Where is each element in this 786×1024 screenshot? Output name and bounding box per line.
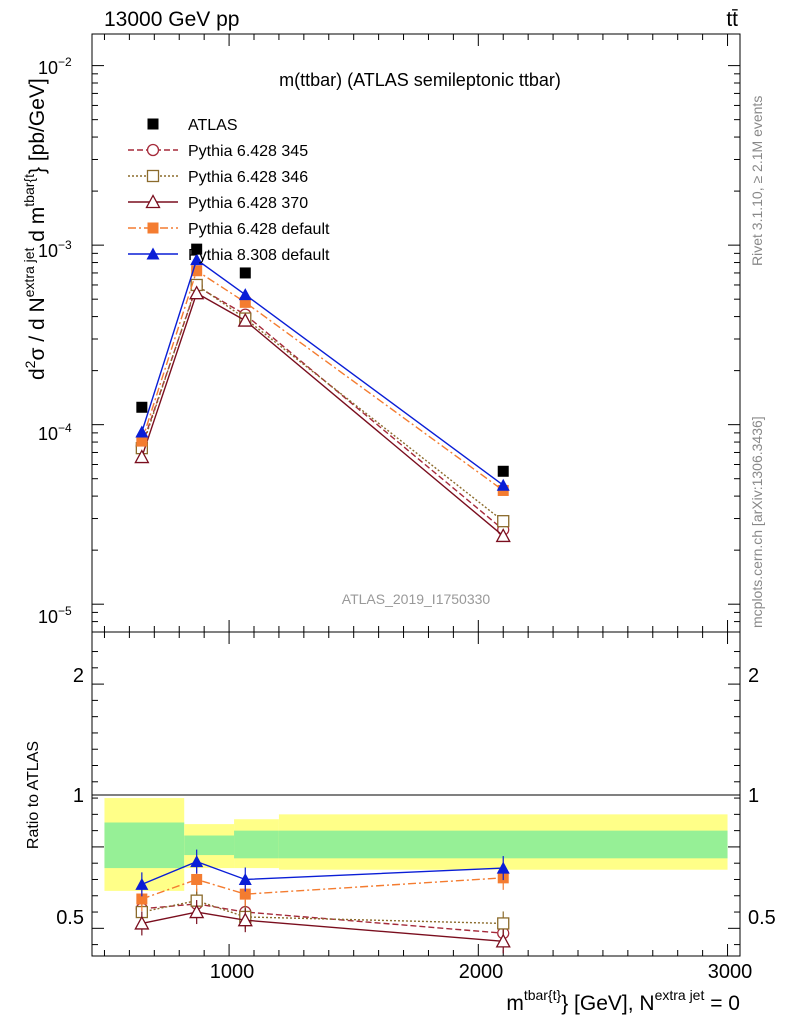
x-tick-1000: 1000	[210, 961, 255, 983]
x-tick-2000: 2000	[459, 961, 504, 983]
point-pythia-6-428-370-1	[189, 285, 205, 300]
legend-marker-pythia-6-428-default	[147, 222, 159, 234]
point-pythia-6-428-default-0	[136, 435, 148, 447]
ratio-point-pythia-6-428-370-1	[189, 904, 205, 919]
band-inner-1	[184, 835, 235, 856]
legend-label-pythia-6-428-345: Pythia 6.428 345	[188, 143, 308, 160]
ratio-line-pythia-6-428-default	[141, 877, 504, 900]
series-line-pythia-8-308-default	[141, 258, 504, 486]
legend-label-pythia-6-428-370: Pythia 6.428 370	[188, 195, 308, 212]
ratio-tick-0.5-right: 0.5	[748, 907, 776, 929]
legend-label-pythia-6-428-default: Pythia 6.428 default	[188, 221, 330, 238]
series-line-pythia-6-428-346	[141, 283, 504, 522]
ratio-line-pythia-6-428-346	[141, 899, 504, 925]
legend-label-pythia-6-428-346: Pythia 6.428 346	[188, 169, 308, 186]
y-tick-label-1e-5: 10−5	[38, 604, 72, 627]
ratio-plot-frame	[91, 631, 741, 957]
main-series-layer	[134, 243, 511, 543]
axis-ticks	[92, 34, 740, 956]
legend-marker-pythia-8-308-default	[146, 247, 160, 260]
watermark: ATLAS_2019_I1750330	[342, 591, 491, 607]
legend-marker-atlas	[147, 118, 159, 130]
ratio-series-layer	[134, 849, 511, 954]
ratio-tick-1-right: 1	[748, 785, 759, 807]
ratio-point-pythia-6-428-default-2	[239, 888, 251, 900]
point-pythia-8-308-default-3	[496, 478, 510, 491]
main-y-axis-label: d2σ / d Nextra jet d mtbar{t} [pb/GeV]	[21, 78, 49, 380]
point-pythia-6-428-346-3	[497, 515, 510, 528]
y-tick-label-1e-2: 10−2	[38, 55, 72, 78]
legend-marker-pythia-6-428-346	[146, 169, 160, 183]
series-line-pythia-6-428-370	[141, 292, 504, 537]
x-axis-label: mtbar{t}} [GeV], Nextra jet = 0	[506, 987, 740, 1015]
ratio-point-pythia-8-308-default-1	[190, 855, 204, 868]
x-tick-3000: 3000	[708, 961, 753, 983]
point-pythia-6-428-370-3	[495, 528, 511, 543]
ratio-point-pythia-8-308-default-3	[496, 861, 510, 874]
legend-label-atlas: ATLAS	[188, 117, 238, 134]
ratio-point-pythia-8-308-default-0	[135, 877, 149, 890]
rivet-label: Rivet 3.1.10, ≥ 2.1M events	[749, 96, 765, 266]
point-atlas-2	[239, 267, 251, 279]
ratio-tick-2-right: 2	[748, 665, 759, 687]
point-pythia-6-428-default-2	[239, 296, 251, 308]
point-atlas-1	[191, 243, 203, 255]
ratio-point-pythia-6-428-default-1	[191, 873, 203, 885]
point-pythia-6-428-370-2	[237, 312, 253, 327]
y-tick-label-1e-4: 10−4	[38, 421, 72, 444]
ratio-point-pythia-6-428-346-3	[497, 917, 510, 930]
process-label: tt̄	[726, 8, 738, 31]
main-y-tick-labels: 10−5 10−4 10−3 10−2	[38, 55, 72, 627]
x-tick-labels: 1000 2000 3000	[210, 961, 753, 983]
ratio-point-pythia-6-428-370-2	[237, 912, 253, 927]
point-atlas-0	[136, 401, 148, 413]
ratio-point-pythia-6-428-default-0	[136, 893, 148, 905]
point-pythia-6-428-default-1	[191, 265, 203, 277]
point-pythia-8-308-default-1	[190, 253, 204, 266]
legend-marker-pythia-6-428-345	[146, 143, 160, 157]
plot-title: m(ttbar) (ATLAS semileptonic ttbar)	[279, 70, 561, 90]
series-line-pythia-6-428-345	[141, 285, 504, 531]
ratio-tick-1-left: 1	[73, 785, 84, 807]
legend-marker-pythia-6-428-370	[145, 194, 161, 209]
mcplots-label: mcplots.cern.ch [arXiv:1306.3436]	[749, 416, 765, 628]
ratio-line-pythia-8-308-default	[141, 860, 504, 886]
band-inner-2	[234, 830, 279, 859]
ratio-point-pythia-6-428-370-3	[495, 933, 511, 948]
energy-label: 13000 GeV pp	[104, 8, 239, 31]
series-line-pythia-6-428-default	[141, 269, 504, 492]
ratio-y-axis-label: Ratio to ATLAS	[25, 741, 42, 849]
ratio-tick-2-left: 2	[73, 665, 84, 687]
ratio-tick-0.5-left: 0.5	[56, 907, 84, 929]
ratio-y-tick-labels: 0.5 1 2 0.5 1 2	[56, 665, 776, 929]
point-pythia-8-308-default-2	[238, 288, 252, 301]
ratio-uncertainty-bands	[104, 798, 728, 891]
ratio-line-pythia-6-428-370	[141, 911, 504, 943]
point-pythia-8-308-default-0	[135, 425, 149, 438]
legend: ATLAS Pythia 6.428 345 Pythia 6.428 346 Pyt…	[128, 117, 330, 264]
band-inner-0	[104, 822, 185, 869]
ratio-point-pythia-8-308-default-2	[238, 872, 252, 885]
point-atlas-3	[497, 465, 509, 477]
band-inner-3	[278, 830, 728, 859]
point-pythia-6-428-370-0	[134, 449, 150, 464]
ratio-point-pythia-6-428-370-0	[134, 915, 150, 930]
legend-label-pythia-8-308-default: Pythia 8.308 default	[188, 247, 330, 264]
